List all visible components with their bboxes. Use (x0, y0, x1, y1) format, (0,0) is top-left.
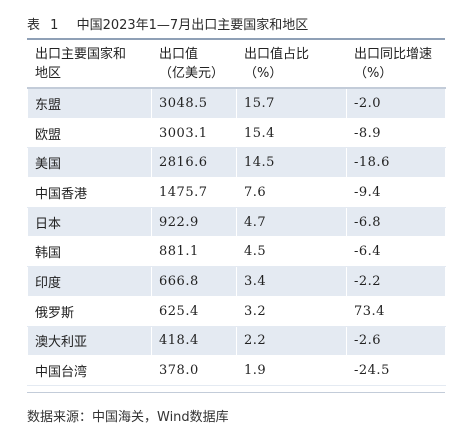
cell-share: 2.2 (236, 326, 347, 357)
table-caption: 表 1 中国2023年1—7月出口主要国家和地区 (27, 14, 308, 33)
table-row: 美国 2816.6 14.5 -18.6 (27, 147, 446, 179)
cell-export-value: 1475.7 (151, 177, 237, 208)
cell-growth: -2.0 (346, 88, 446, 119)
header-country-line1: 出口主要国家和 (35, 46, 127, 62)
cell-growth: -6.4 (346, 236, 446, 268)
cell-export-value: 418.4 (151, 326, 237, 357)
cell-share: 1.9 (236, 355, 347, 386)
header-export-value: 出口值 （亿美元） (151, 40, 237, 89)
table-row: 日本 922.9 4.7 -6.8 (27, 207, 446, 238)
table-row: 韩国 881.1 4.5 -6.4 (27, 236, 446, 268)
cell-export-value: 881.1 (151, 236, 237, 268)
cell-growth: -8.9 (346, 118, 446, 149)
cell-country: 中国台湾 (27, 355, 152, 386)
table-row: 印度 666.8 3.4 -2.2 (27, 266, 446, 297)
cell-growth: -9.4 (346, 177, 446, 208)
cell-country: 欧盟 (27, 118, 152, 149)
cell-share: 4.5 (236, 236, 347, 268)
cell-country: 东盟 (27, 88, 152, 119)
cell-share: 15.4 (236, 118, 347, 149)
cell-growth: -18.6 (346, 147, 446, 179)
cell-share: 3.2 (236, 296, 347, 327)
cell-growth: -2.6 (346, 326, 446, 357)
header-growth-line1: 出口同比增速 (354, 46, 433, 62)
header-growth: 出口同比增速 （%） (346, 40, 446, 89)
cell-share: 3.4 (236, 266, 347, 297)
cell-country: 美国 (27, 147, 152, 179)
cell-export-value: 2816.6 (151, 147, 237, 179)
cell-growth: -2.2 (346, 266, 446, 297)
header-share-line1: 出口值占比 (244, 46, 310, 62)
cell-export-value: 378.0 (151, 355, 237, 386)
cell-export-value: 3048.5 (151, 88, 237, 119)
table-row: 中国香港 1475.7 7.6 -9.4 (27, 177, 446, 208)
cell-export-value: 666.8 (151, 266, 237, 297)
cell-country: 韩国 (27, 236, 152, 268)
header-share: 出口值占比 （%） (236, 40, 347, 89)
table-row: 东盟 3048.5 15.7 -2.0 (27, 88, 446, 119)
caption-title: 中国2023年1—7月出口主要国家和地区 (76, 18, 309, 33)
cell-country: 俄罗斯 (27, 296, 152, 327)
table-bottom-rule (27, 392, 445, 393)
table-top-rule (27, 38, 445, 40)
header-country-line2: 地区 (35, 65, 62, 81)
table-row: 中国台湾 378.0 1.9 -24.5 (27, 355, 446, 386)
table-row: 俄罗斯 625.4 3.2 73.4 (27, 296, 446, 327)
header-export-value-line1: 出口值 (159, 46, 199, 62)
cell-share: 7.6 (236, 177, 347, 208)
cell-country: 印度 (27, 266, 152, 297)
caption-label: 表 (27, 18, 41, 33)
cell-country: 中国香港 (27, 177, 152, 208)
export-table: 出口主要国家和 地区 出口值 （亿美元） 出口值占比 （%） 出口同比增速 （%… (27, 40, 446, 386)
caption-number: 1 (50, 18, 59, 33)
cell-growth: -6.8 (346, 207, 446, 238)
table-body: 东盟 3048.5 15.7 -2.0 欧盟 3003.1 15.4 -8.9 … (27, 88, 446, 386)
source-note: 数据来源：中国海关，Wind数据库 (27, 410, 229, 425)
cell-growth: 73.4 (346, 296, 446, 327)
cell-share: 14.5 (236, 147, 347, 179)
cell-country: 澳大利亚 (27, 326, 152, 357)
header-growth-line2: （%） (354, 65, 393, 81)
cell-country: 日本 (27, 207, 152, 238)
cell-growth: -24.5 (346, 355, 446, 386)
header-country: 出口主要国家和 地区 (27, 40, 152, 89)
cell-export-value: 3003.1 (151, 118, 237, 149)
table-row: 澳大利亚 418.4 2.2 -2.6 (27, 326, 446, 357)
header-row: 出口主要国家和 地区 出口值 （亿美元） 出口值占比 （%） 出口同比增速 （%… (27, 40, 446, 89)
cell-share: 4.7 (236, 207, 347, 238)
table-row: 欧盟 3003.1 15.4 -8.9 (27, 118, 446, 149)
header-share-line2: （%） (244, 65, 283, 81)
header-export-value-line2: （亿美元） (159, 65, 225, 81)
cell-export-value: 922.9 (151, 207, 237, 238)
cell-share: 15.7 (236, 88, 347, 119)
cell-export-value: 625.4 (151, 296, 237, 327)
